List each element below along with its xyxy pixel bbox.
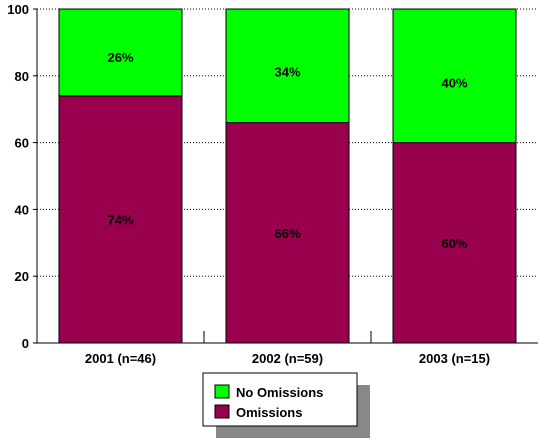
x-category-label: 2001 (n=46) [85,351,156,366]
bar-no-omissions-2 [225,8,350,124]
legend: No Omissions Omissions [202,372,370,438]
bars-layer [58,8,517,344]
legend-swatch-no-omissions [214,384,230,399]
x-category-label: 2003 (n=15) [419,351,490,366]
data-label-no-omissions-1: 26% [107,50,133,65]
data-label-omissions-2: 66% [274,226,300,241]
axes-layer [33,8,538,344]
legend-swatch-omissions [214,404,230,419]
bar-omissions-2 [225,122,350,344]
labels-layer: 0 20 40 60 80 100 74% 26% 2001 (n=46) 66% 34% 2002 … [7,2,490,366]
x-category-label: 2002 (n=59) [252,351,323,366]
legend-label-omissions: Omissions [236,405,302,420]
y-tick-label: 60 [15,136,29,151]
y-tick-label: 80 [15,69,29,84]
data-label-omissions-3: 60% [441,236,467,251]
y-tick-label: 100 [7,2,29,17]
bar-no-omissions-1 [58,8,183,97]
legend-label-no-omissions: No Omissions [236,385,323,400]
y-tick-label: 40 [15,202,29,217]
data-label-no-omissions-2: 34% [274,64,300,79]
bar-omissions-1 [58,95,183,344]
y-tick-label: 0 [22,336,29,351]
data-label-no-omissions-3: 40% [441,75,467,90]
y-tick-label: 20 [15,269,29,284]
bar-no-omissions-3 [392,8,517,144]
data-label-omissions-1: 74% [107,212,133,227]
